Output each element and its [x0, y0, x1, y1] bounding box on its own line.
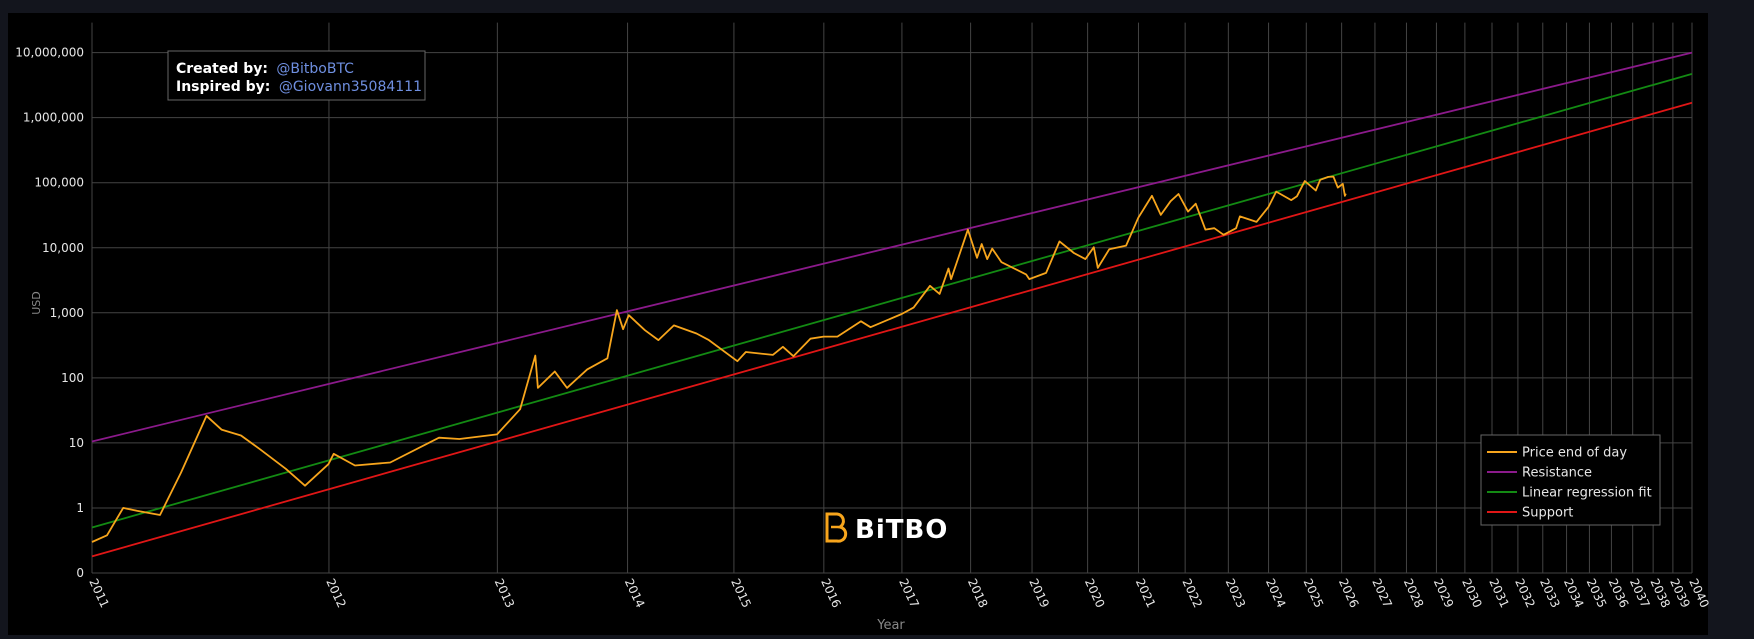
legend-label: Linear regression fit: [1522, 486, 1652, 501]
series-line-support: [91, 101, 1693, 558]
inspired-by-link[interactable]: @Giovann35084111: [279, 79, 422, 95]
x-axis-label: Year: [876, 618, 905, 633]
legend-item[interactable]: Linear regression fit: [1487, 486, 1652, 501]
created-by-link[interactable]: @BitboBTC: [276, 61, 354, 77]
y-tick-label: 0: [76, 566, 84, 580]
legend-item[interactable]: Price end of day: [1487, 446, 1627, 461]
series-line-price-end-of-day: [91, 175, 1347, 543]
y-tick-label: 10,000,000: [15, 46, 84, 60]
legend-item[interactable]: Resistance: [1487, 466, 1592, 481]
series-lines: [91, 51, 1693, 558]
y-axis-label: USD: [30, 291, 43, 315]
annotation-box: Created by: @BitboBTC Inspired by: @Giov…: [167, 50, 426, 101]
y-tick-label: 1,000,000: [23, 111, 84, 125]
inspired-by-label: Inspired by:: [176, 79, 270, 95]
legend-label: Resistance: [1522, 466, 1592, 481]
svg-text:Inspired by: @Giovann350: Inspired by: @Giovann35084111: [176, 79, 422, 95]
bitbo-logo-text: BiTBO: [855, 515, 948, 545]
bitbo-b-logo-icon: [825, 512, 848, 543]
legend: Price end of day Resistance Linear regress…: [1480, 434, 1661, 526]
bitbo-watermark: BiTBO: [825, 512, 948, 545]
created-by-label: Created by:: [176, 61, 268, 77]
legend-label: Support: [1522, 506, 1573, 521]
y-axis-ticks: 0 1 10 100 1,000 10,000 100,000 1,000,000 10,000…: [15, 46, 84, 580]
series-line-resistance: [91, 51, 1693, 443]
y-tick-label: 10,000: [42, 241, 84, 255]
y-tick-label: 10: [69, 436, 84, 450]
y-tick-label: 1,000: [50, 306, 84, 320]
y-tick-label: 1: [76, 501, 84, 515]
legend-item[interactable]: Support: [1487, 506, 1573, 521]
y-tick-label: 100,000: [34, 176, 84, 190]
legend-label: Price end of day: [1522, 446, 1627, 461]
svg-text:Created by: @BitboBTC: Created by: @BitboBTC: [176, 61, 354, 77]
series-line-linear-regression-fit: [91, 73, 1693, 529]
y-tick-label: 100: [61, 371, 84, 385]
